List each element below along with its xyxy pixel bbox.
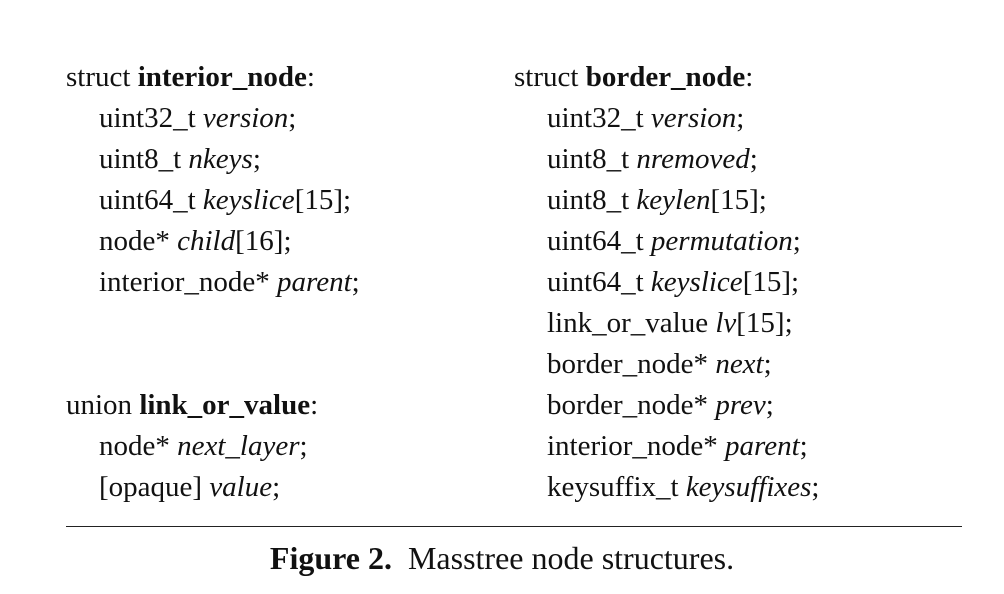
struct-field: interior_node* parent; bbox=[514, 426, 819, 467]
field-suffix: [15]; bbox=[742, 266, 800, 298]
field-type: uint8_t bbox=[99, 143, 182, 175]
struct-field: link_or_value lv[15]; bbox=[514, 303, 819, 344]
struct-field: uint64_t keyslice[15]; bbox=[514, 262, 819, 303]
field-name: nkeys bbox=[188, 143, 253, 175]
field-type: uint32_t bbox=[99, 102, 196, 134]
figure-caption: Figure 2. Masstree node structures. bbox=[0, 538, 1004, 578]
field-name: version bbox=[650, 102, 737, 134]
struct-field: uint32_t version; bbox=[514, 98, 819, 139]
struct-field: border_node* prev; bbox=[514, 385, 819, 426]
figure-label: Figure 2. bbox=[269, 540, 392, 576]
field-type: uint64_t bbox=[547, 266, 644, 298]
struct-name: interior_node bbox=[137, 61, 307, 93]
field-type: border_node* bbox=[547, 389, 709, 421]
struct-header: struct interior_node: bbox=[66, 61, 315, 93]
field-name: keysuffixes bbox=[685, 471, 812, 503]
field-name: parent bbox=[724, 430, 800, 462]
union-header: union link_or_value: bbox=[66, 389, 319, 421]
field-suffix: [15]; bbox=[710, 184, 767, 216]
struct-keyword: struct bbox=[66, 61, 131, 93]
union-keyword: union bbox=[66, 389, 133, 421]
field-name: value bbox=[209, 471, 273, 503]
field-type: uint64_t bbox=[99, 184, 196, 216]
field-type: border_node* bbox=[547, 348, 709, 380]
field-suffix: ; bbox=[351, 266, 360, 298]
struct-field: uint8_t nremoved; bbox=[514, 139, 819, 180]
field-suffix: ; bbox=[272, 471, 281, 503]
field-suffix: ; bbox=[749, 143, 758, 175]
field-name: permutation bbox=[650, 225, 793, 257]
right-column: struct border_node: uint32_t version; ui… bbox=[514, 57, 819, 508]
figure-caption-text: Masstree node structures. bbox=[407, 540, 735, 576]
field-name: next_layer bbox=[177, 430, 300, 462]
field-name: prev bbox=[715, 389, 766, 421]
struct-name: border_node bbox=[585, 61, 746, 93]
struct-field: node* child[16]; bbox=[66, 221, 360, 262]
union-field: [opaque] value; bbox=[66, 467, 360, 508]
field-name: keylen bbox=[636, 184, 711, 216]
field-name: keyslice bbox=[650, 266, 743, 298]
interior-node-struct: struct interior_node: uint32_t version; … bbox=[66, 57, 360, 303]
field-suffix: ; bbox=[299, 430, 308, 462]
field-suffix: ; bbox=[252, 143, 261, 175]
field-type: link_or_value bbox=[547, 307, 709, 339]
vertical-gap bbox=[66, 303, 360, 385]
union-field: node* next_layer; bbox=[66, 426, 360, 467]
field-name: version bbox=[202, 102, 289, 134]
field-type: interior_node* bbox=[99, 266, 270, 298]
field-name: parent bbox=[276, 266, 352, 298]
field-suffix: [15]; bbox=[736, 307, 793, 339]
border-node-struct: struct border_node: uint32_t version; ui… bbox=[514, 57, 819, 508]
field-type: node* bbox=[99, 430, 170, 462]
struct-field: border_node* next; bbox=[514, 344, 819, 385]
union-name: link_or_value bbox=[139, 389, 311, 421]
struct-keyword: struct bbox=[514, 61, 579, 93]
field-name: next bbox=[715, 348, 764, 380]
field-type: uint8_t bbox=[547, 184, 630, 216]
field-suffix: ; bbox=[765, 389, 774, 421]
left-column: struct interior_node: uint32_t version; … bbox=[66, 57, 360, 508]
field-suffix: ; bbox=[736, 102, 745, 134]
link-or-value-union: union link_or_value: node* next_layer; [… bbox=[66, 385, 360, 508]
struct-header: struct border_node: bbox=[514, 61, 754, 93]
struct-field: interior_node* parent; bbox=[66, 262, 360, 303]
field-type: keysuffix_t bbox=[547, 471, 679, 503]
field-type: interior_node* bbox=[547, 430, 718, 462]
field-name: child bbox=[177, 225, 236, 257]
struct-field: uint8_t keylen[15]; bbox=[514, 180, 819, 221]
field-name: keyslice bbox=[202, 184, 295, 216]
field-name: nremoved bbox=[636, 143, 750, 175]
field-suffix: [16]; bbox=[235, 225, 292, 257]
field-suffix: ; bbox=[792, 225, 801, 257]
field-type: [opaque] bbox=[99, 471, 203, 503]
struct-field: uint8_t nkeys; bbox=[66, 139, 360, 180]
struct-field: uint64_t keyslice[15]; bbox=[66, 180, 360, 221]
field-type: uint32_t bbox=[547, 102, 644, 134]
struct-field: uint32_t version; bbox=[66, 98, 360, 139]
field-suffix: ; bbox=[811, 471, 820, 503]
field-suffix: ; bbox=[288, 102, 297, 134]
field-type: uint64_t bbox=[547, 225, 644, 257]
caption-rule bbox=[66, 526, 962, 527]
field-type: uint8_t bbox=[547, 143, 630, 175]
field-suffix: ; bbox=[799, 430, 808, 462]
struct-field: uint64_t permutation; bbox=[514, 221, 819, 262]
field-suffix: ; bbox=[763, 348, 772, 380]
field-suffix: [15]; bbox=[294, 184, 352, 216]
field-name: lv bbox=[715, 307, 737, 339]
struct-field: keysuffix_t keysuffixes; bbox=[514, 467, 819, 508]
field-type: node* bbox=[99, 225, 170, 257]
